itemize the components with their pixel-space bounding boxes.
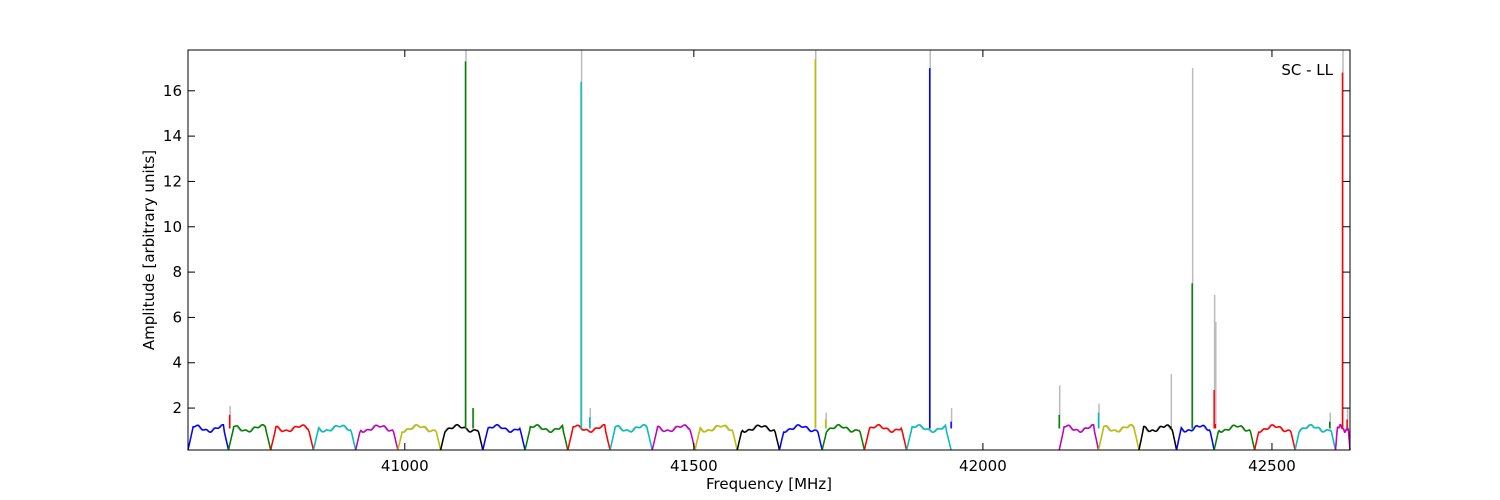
background-band-line: [269, 424, 315, 451]
band-series-line: [651, 424, 696, 451]
band-series-line: [863, 423, 908, 451]
y-tick-label: 16: [163, 82, 182, 100]
band-series-line: [821, 423, 866, 451]
chart-annotation: SC - LL: [1281, 61, 1333, 79]
band-series-line: [482, 423, 526, 451]
band-series-line: [736, 424, 781, 451]
band-series-line: [1175, 424, 1215, 451]
band-series-line: [187, 423, 230, 451]
plot-frame: [187, 49, 1351, 451]
y-tick-label: 6: [172, 308, 182, 326]
y-tick-label: 14: [163, 127, 182, 145]
y-tick-label: 12: [163, 172, 182, 190]
y-tick-label: 4: [172, 354, 182, 372]
y-tick-label: 10: [163, 218, 182, 236]
band-series-line: [609, 423, 653, 451]
y-axis-label: Amplitude [arbitrary units]: [140, 150, 158, 350]
band-series-line: [397, 424, 442, 451]
x-tick-label: 42500: [1248, 457, 1296, 475]
x-tick-label: 41500: [670, 457, 718, 475]
band-series-line: [694, 424, 738, 451]
y-tick-label: 2: [172, 399, 182, 417]
band-series-line: [227, 424, 272, 451]
band-series-line: [1058, 423, 1100, 451]
y-tick-label: 8: [172, 263, 182, 281]
band-series-line: [567, 423, 611, 451]
band-series-line: [524, 424, 569, 451]
band-series-line: [1213, 424, 1256, 451]
spike-layer: [228, 50, 1349, 429]
band-series-line: [312, 424, 357, 451]
band-series-line: [1294, 423, 1337, 451]
band-series-line: [354, 424, 399, 451]
plot-area-background: [188, 50, 1350, 450]
band-series-line: [1097, 423, 1140, 451]
x-axis-label: Frequency [MHz]: [706, 475, 832, 493]
x-axis-ticks: 41000 41500 42000 42500: [381, 50, 1296, 475]
band-series-line: [1253, 424, 1296, 451]
band-series-line: [269, 424, 315, 451]
y-axis-ticks: 2 4 6 8 10 12 14 16: [163, 82, 1350, 417]
background-band-line: [651, 424, 696, 451]
x-tick-label: 41000: [381, 457, 429, 475]
band-series-line: [439, 423, 484, 451]
band-series-line: [778, 424, 823, 451]
band-series-line: [905, 423, 952, 451]
x-tick-label: 42000: [959, 457, 1007, 475]
